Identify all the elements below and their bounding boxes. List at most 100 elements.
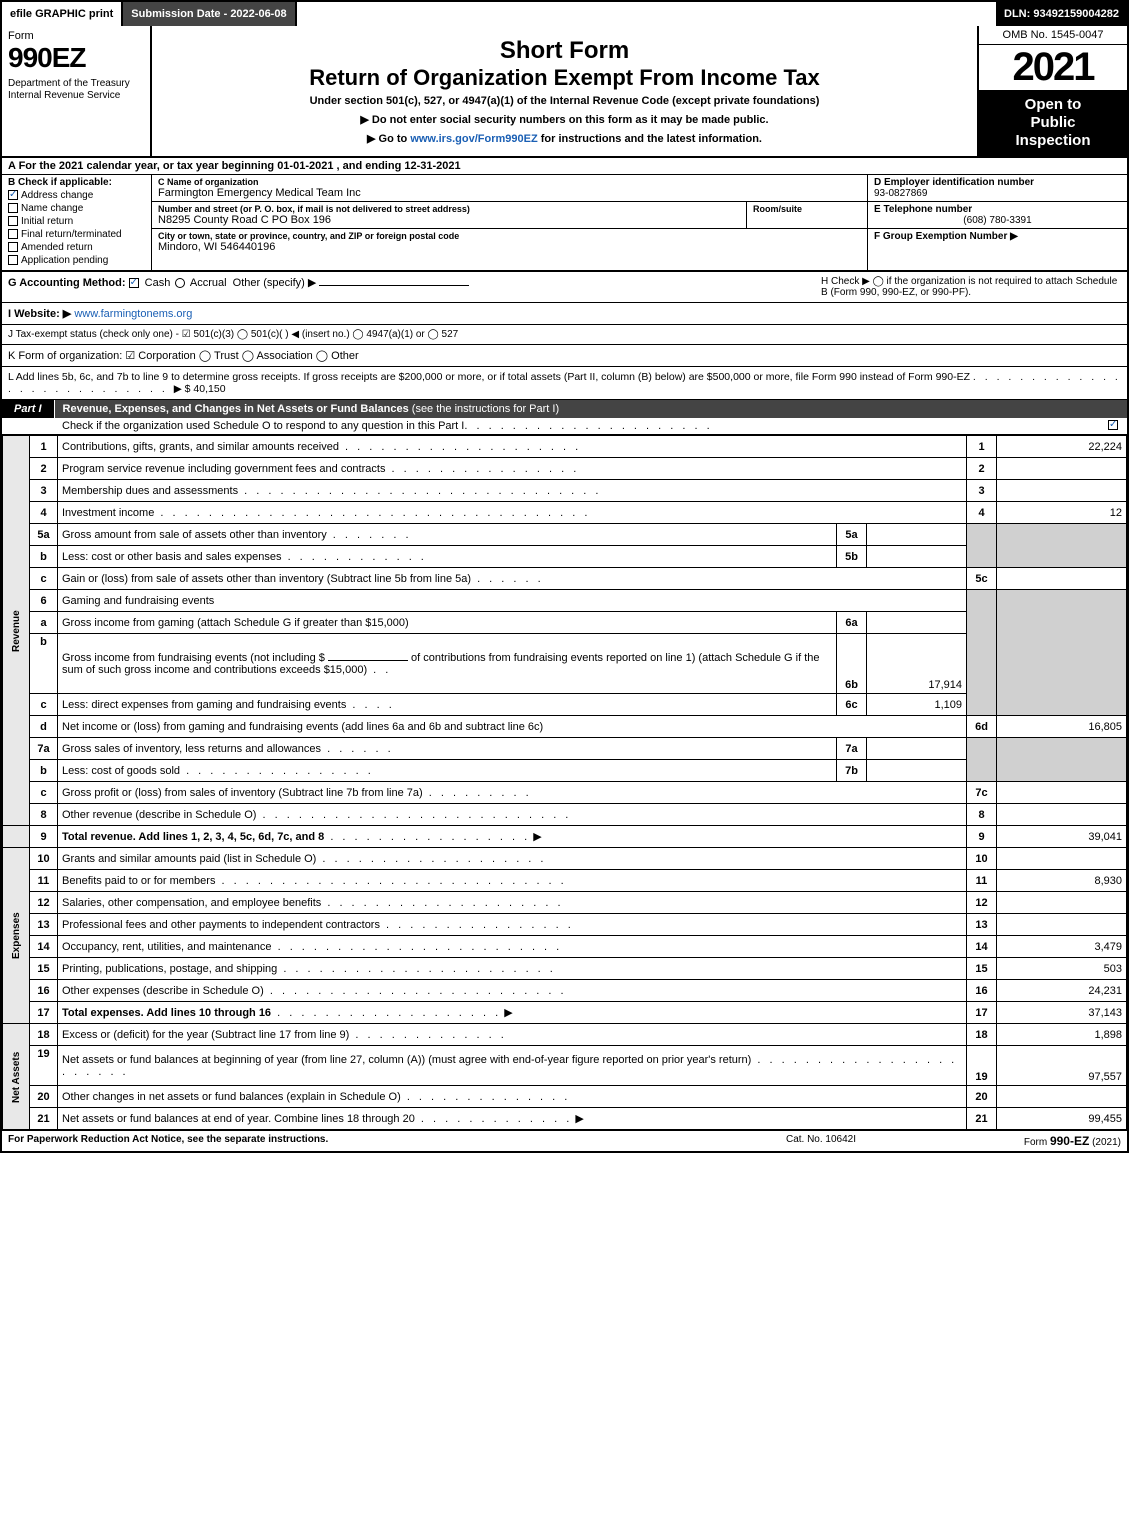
table-row: 6 Gaming and fundraising events [3,590,1127,612]
table-row: d Net income or (loss) from gaming and f… [3,716,1127,738]
street-value: N8295 County Road C PO Box 196 [158,214,740,226]
table-row: 16 Other expenses (describe in Schedule … [3,980,1127,1002]
section-l: L Add lines 5b, 6c, and 7b to line 9 to … [2,367,1127,400]
table-row: 3 Membership dues and assessments . . . … [3,480,1127,502]
table-row: 13 Professional fees and other payments … [3,914,1127,936]
org-name: Farmington Emergency Medical Team Inc [158,187,861,199]
section-e: E Telephone number (608) 780-3391 [868,202,1127,229]
top-bar-spacer [297,2,996,26]
section-i: I Website: ▶ www.farmingtonems.org [2,303,1127,325]
irs-link[interactable]: www.irs.gov/Form990EZ [410,133,537,145]
checkbox-icon [8,242,18,252]
street-label: Number and street (or P. O. box, if mail… [158,204,740,214]
table-row: b Less: cost of goods sold . . . . . . .… [3,760,1127,782]
group-exemption-label: F Group Exemption Number ▶ [874,231,1018,242]
org-name-cell: C Name of organization Farmington Emerge… [152,175,867,202]
part-1-title: Revenue, Expenses, and Changes in Net As… [55,400,1127,418]
table-row: 17 Total expenses. Add lines 10 through … [3,1002,1127,1024]
section-b-label: B Check if applicable: [8,177,145,188]
table-row: Net Assets 18 Excess or (deficit) for th… [3,1024,1127,1046]
other-specify-line [319,285,469,286]
table-row: c Gain or (loss) from sale of assets oth… [3,568,1127,590]
return-title: Return of Organization Exempt From Incom… [160,65,969,91]
form-header: Form 990EZ Department of the Treasury In… [2,26,1127,158]
radio-icon[interactable] [175,278,185,288]
expenses-side-label: Expenses [3,848,30,1024]
form-reference: Form 990-EZ (2021) [921,1134,1121,1148]
top-bar: efile GRAPHIC print Submission Date - 20… [2,2,1127,26]
part-1-check-text: Check if the organization used Schedule … [62,420,464,432]
check-name-change[interactable]: Name change [8,203,145,214]
phone-label: E Telephone number [874,204,1121,215]
section-def: D Employer identification number 93-0827… [867,175,1127,270]
checkbox-icon[interactable] [129,278,139,288]
city-cell: City or town, state or province, country… [152,229,867,255]
table-row: a Gross income from gaming (attach Sched… [3,612,1127,634]
check-amended-return[interactable]: Amended return [8,242,145,253]
table-row: 5a Gross amount from sale of assets othe… [3,524,1127,546]
table-row: 15 Printing, publications, postage, and … [3,958,1127,980]
under-section: Under section 501(c), 527, or 4947(a)(1)… [160,95,969,107]
table-row: 4 Investment income . . . . . . . . . . … [3,502,1127,524]
table-row: 11 Benefits paid to or for members . . .… [3,870,1127,892]
table-row: c Gross profit or (loss) from sales of i… [3,782,1127,804]
table-row: b Gross income from fundraising events (… [3,634,1127,694]
section-a: A For the 2021 calendar year, or tax yea… [2,158,1127,175]
form-990ez: efile GRAPHIC print Submission Date - 20… [0,0,1129,1153]
section-l-text: L Add lines 5b, 6c, and 7b to line 9 to … [8,371,970,383]
table-row: 9 Total revenue. Add lines 1, 2, 3, 4, 5… [3,826,1127,848]
table-row: c Less: direct expenses from gaming and … [3,694,1127,716]
street-row: Number and street (or P. O. box, if mail… [152,202,867,229]
dln: DLN: 93492159004282 [996,2,1127,26]
checkbox-icon [8,255,18,265]
part-1-check-row: Check if the organization used Schedule … [2,418,1127,435]
website-link[interactable]: www.farmingtonems.org [74,308,192,320]
open-line2: Public [983,114,1123,132]
check-final-return[interactable]: Final return/terminated [8,229,145,240]
phone-value: (608) 780-3391 [874,215,1121,226]
go-to-text: ▶ Go to [367,133,410,145]
tax-year: 2021 [979,45,1127,90]
check-application-pending[interactable]: Application pending [8,255,145,266]
check-initial-return[interactable]: Initial return [8,216,145,227]
checkbox-icon [8,190,18,200]
do-not-enter: ▶ Do not enter social security numbers o… [160,113,969,126]
table-row: Revenue 1 Contributions, gifts, grants, … [3,436,1127,458]
org-name-label: C Name of organization [158,177,861,187]
row-g-h: G Accounting Method: Cash Accrual Other … [2,272,1127,303]
section-h: H Check ▶ ◯ if the organization is not r… [821,276,1121,298]
table-row: Expenses 10 Grants and similar amounts p… [3,848,1127,870]
section-j: J Tax-exempt status (check only one) - ☑… [2,325,1127,345]
section-c: C Name of organization Farmington Emerge… [152,175,867,270]
header-center: Short Form Return of Organization Exempt… [152,26,977,156]
section-d: D Employer identification number 93-0827… [868,175,1127,202]
open-line3: Inspection [983,132,1123,150]
table-row: 2 Program service revenue including gove… [3,458,1127,480]
part-1-header: Part I Revenue, Expenses, and Changes in… [2,400,1127,418]
suite-cell: Room/suite [747,202,867,228]
ein-label: D Employer identification number [874,177,1121,188]
footer: For Paperwork Reduction Act Notice, see … [2,1130,1127,1151]
checkbox-icon [8,229,18,239]
header-right: OMB No. 1545-0047 2021 Open to Public In… [977,26,1127,156]
go-to-instructions: ▶ Go to www.irs.gov/Form990EZ for instru… [160,132,969,145]
table-row: 21 Net assets or fund balances at end of… [3,1108,1127,1130]
header-left: Form 990EZ Department of the Treasury In… [2,26,152,156]
table-row: 19 Net assets or fund balances at beginn… [3,1046,1127,1086]
table-row: 12 Salaries, other compensation, and emp… [3,892,1127,914]
street-cell: Number and street (or P. O. box, if mail… [152,202,747,228]
cat-number: Cat. No. 10642I [721,1134,921,1148]
part-1-label: Part I [2,400,55,418]
paperwork-notice: For Paperwork Reduction Act Notice, see … [8,1134,721,1148]
open-to-public: Open to Public Inspection [979,90,1127,156]
table-row: 8 Other revenue (describe in Schedule O)… [3,804,1127,826]
checkbox-icon[interactable] [1108,420,1118,430]
ein-value: 93-0827869 [874,188,1121,199]
form-number: 990EZ [8,42,144,74]
website-label: I Website: ▶ [8,308,71,320]
section-k: K Form of organization: ☑ Corporation ◯ … [2,345,1127,367]
open-line1: Open to [983,96,1123,114]
check-address-change[interactable]: Address change [8,190,145,201]
table-row: b Less: cost or other basis and sales ex… [3,546,1127,568]
efile-print-label[interactable]: efile GRAPHIC print [2,2,123,26]
